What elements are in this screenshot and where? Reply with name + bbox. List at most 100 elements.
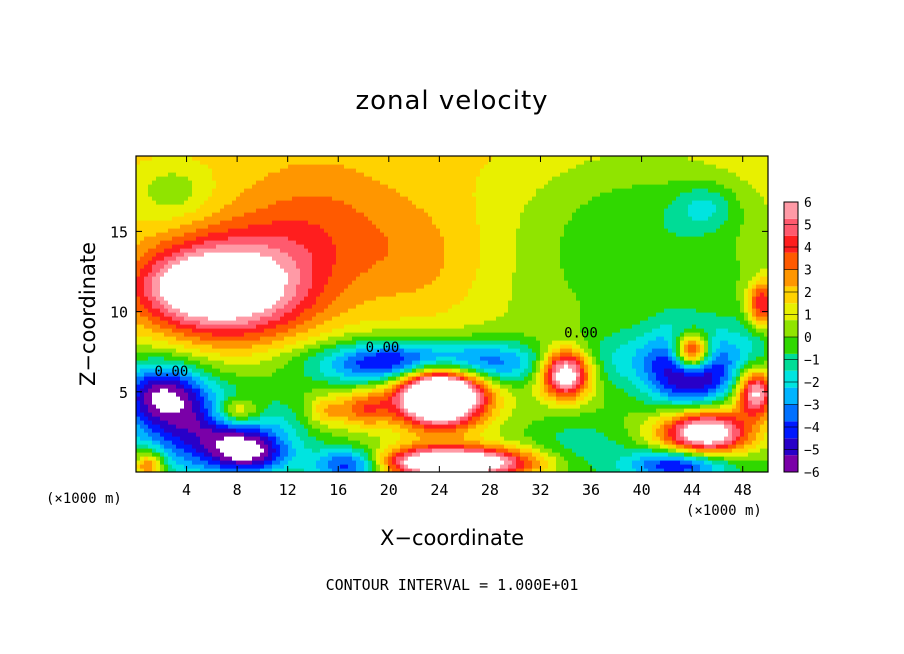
heatmap-cell bbox=[260, 364, 265, 369]
heatmap-cell bbox=[360, 364, 365, 369]
heatmap-cell bbox=[180, 300, 185, 305]
heatmap-cell bbox=[356, 260, 361, 265]
heatmap-cell bbox=[316, 176, 321, 181]
heatmap-cell bbox=[172, 336, 177, 341]
heatmap-cell bbox=[384, 376, 389, 381]
heatmap-cell bbox=[164, 416, 169, 421]
heatmap-cell bbox=[368, 300, 373, 305]
heatmap-cell bbox=[192, 184, 197, 189]
heatmap-cell bbox=[256, 300, 261, 305]
heatmap-cell bbox=[324, 284, 329, 289]
heatmap-cell bbox=[268, 456, 273, 461]
heatmap-cell bbox=[204, 168, 209, 173]
heatmap-cell bbox=[212, 276, 217, 281]
heatmap-cell bbox=[304, 284, 309, 289]
heatmap-cell bbox=[240, 204, 245, 209]
heatmap-cell bbox=[184, 172, 189, 177]
heatmap-cell bbox=[324, 248, 329, 253]
heatmap-cell bbox=[148, 168, 153, 173]
heatmap-cell bbox=[148, 364, 153, 369]
heatmap-cell bbox=[228, 432, 233, 437]
heatmap-cell bbox=[384, 252, 389, 257]
heatmap-cell bbox=[256, 332, 261, 337]
heatmap-cell bbox=[368, 440, 373, 445]
heatmap-cell bbox=[300, 160, 305, 165]
heatmap-cell bbox=[204, 400, 209, 405]
heatmap-cell bbox=[288, 448, 293, 453]
heatmap-cell bbox=[208, 216, 213, 221]
heatmap-cell bbox=[336, 192, 341, 197]
heatmap-cell bbox=[228, 452, 233, 457]
heatmap-cell bbox=[372, 188, 377, 193]
chart-title: zonal velocity bbox=[355, 86, 549, 116]
heatmap-cell bbox=[336, 340, 341, 345]
heatmap-cell bbox=[208, 316, 213, 321]
heatmap-cell bbox=[176, 248, 181, 253]
heatmap-cell bbox=[248, 196, 253, 201]
heatmap-cell bbox=[340, 400, 345, 405]
heatmap-cell bbox=[256, 316, 261, 321]
heatmap-cell bbox=[224, 268, 229, 273]
heatmap-cell bbox=[296, 244, 301, 249]
heatmap-cell bbox=[156, 224, 161, 229]
heatmap-cell bbox=[376, 316, 381, 321]
heatmap-cell bbox=[360, 408, 365, 413]
heatmap-cell bbox=[340, 444, 345, 449]
heatmap-cell bbox=[172, 244, 177, 249]
heatmap-cell bbox=[228, 420, 233, 425]
heatmap-cell bbox=[380, 208, 385, 213]
heatmap-cell bbox=[344, 236, 349, 241]
heatmap-cell bbox=[200, 224, 205, 229]
heatmap-cell bbox=[180, 392, 185, 397]
heatmap-cell bbox=[252, 164, 257, 169]
heatmap-cell bbox=[244, 348, 249, 353]
heatmap-cell bbox=[272, 352, 277, 357]
heatmap-cell bbox=[220, 208, 225, 213]
heatmap-cell bbox=[296, 272, 301, 277]
heatmap-cell bbox=[368, 268, 373, 273]
heatmap-cell bbox=[148, 188, 153, 193]
heatmap-cell bbox=[360, 348, 365, 353]
heatmap-cell bbox=[252, 440, 257, 445]
heatmap-cell bbox=[300, 288, 305, 293]
heatmap-cell bbox=[244, 168, 249, 173]
heatmap-cell bbox=[260, 420, 265, 425]
heatmap-cell bbox=[376, 452, 381, 457]
heatmap-cell bbox=[316, 248, 321, 253]
heatmap-cell bbox=[276, 276, 281, 281]
heatmap-cell bbox=[316, 316, 321, 321]
heatmap-cell bbox=[348, 300, 353, 305]
heatmap-cell bbox=[300, 228, 305, 233]
heatmap-cell bbox=[376, 252, 381, 257]
heatmap-cell bbox=[184, 376, 189, 381]
heatmap-cell bbox=[340, 216, 345, 221]
heatmap-cell bbox=[252, 416, 257, 421]
heatmap-cell bbox=[172, 172, 177, 177]
heatmap-cell bbox=[344, 396, 349, 401]
heatmap-cell bbox=[140, 348, 145, 353]
heatmap-cell bbox=[264, 400, 269, 405]
heatmap-cell bbox=[300, 336, 305, 341]
heatmap-cell bbox=[300, 220, 305, 225]
heatmap-cell bbox=[228, 256, 233, 261]
heatmap-cell bbox=[360, 420, 365, 425]
heatmap-cell bbox=[308, 388, 313, 393]
heatmap-cell bbox=[336, 252, 341, 257]
heatmap-cell bbox=[384, 468, 389, 472]
heatmap-cell bbox=[196, 236, 201, 241]
heatmap-cell bbox=[288, 332, 293, 337]
heatmap-cell bbox=[384, 224, 389, 229]
heatmap-cell bbox=[276, 408, 281, 413]
heatmap-cell bbox=[304, 268, 309, 273]
heatmap-cell bbox=[232, 364, 237, 369]
heatmap-cell bbox=[232, 196, 237, 201]
heatmap-cell bbox=[160, 256, 165, 261]
heatmap-cell bbox=[176, 400, 181, 405]
heatmap-cell bbox=[148, 224, 153, 229]
heatmap-cell bbox=[340, 268, 345, 273]
heatmap-cell bbox=[228, 260, 233, 265]
heatmap-cell bbox=[136, 380, 141, 385]
heatmap-cell bbox=[244, 304, 249, 309]
heatmap-cell bbox=[240, 448, 245, 453]
heatmap-cell bbox=[356, 204, 361, 209]
